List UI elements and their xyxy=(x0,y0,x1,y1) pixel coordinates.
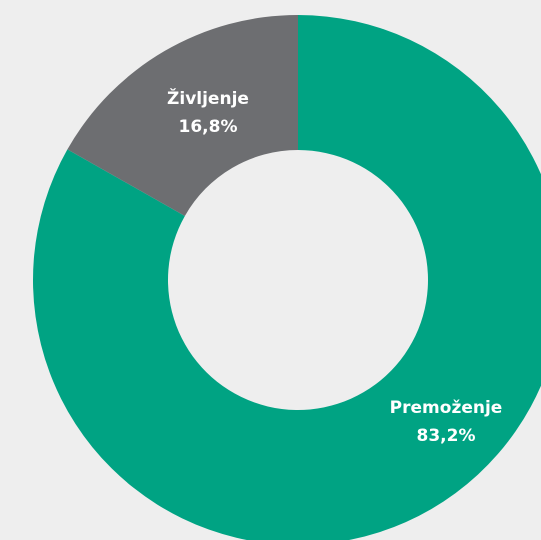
segment-value: 83,2% xyxy=(417,426,476,446)
segment-value: 16,8% xyxy=(179,117,238,137)
donut-segment xyxy=(67,15,298,216)
donut-segment xyxy=(33,15,541,540)
segment-name: Življenje xyxy=(167,87,249,109)
segment-name: Premoženje xyxy=(390,398,503,418)
